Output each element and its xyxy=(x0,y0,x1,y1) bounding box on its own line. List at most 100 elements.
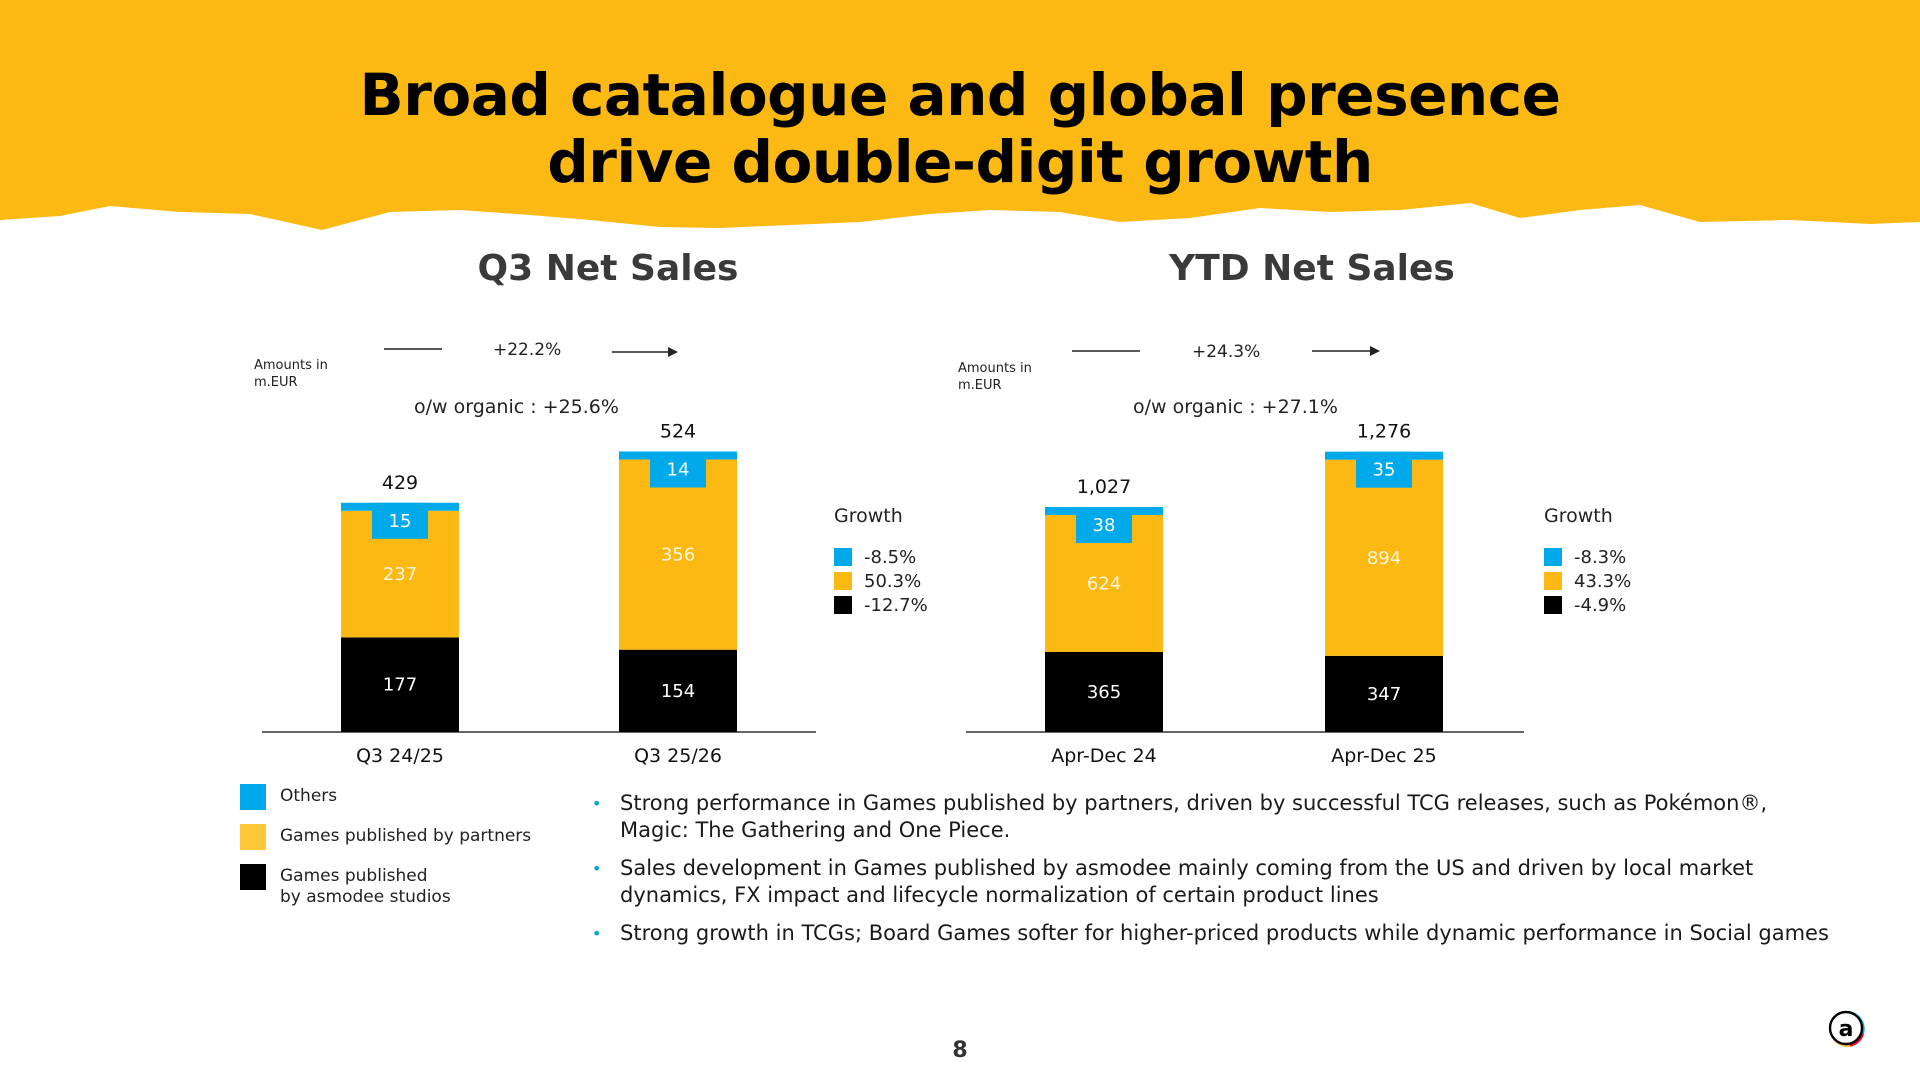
bullet-marker: • xyxy=(592,859,602,878)
ytd-chart-title: YTD Net Sales xyxy=(1169,248,1455,289)
bar-segment-studios xyxy=(341,637,459,732)
studios-swatch xyxy=(1544,596,1562,614)
data-label-partners: 894 xyxy=(1367,548,1401,569)
q3-growth-arrow xyxy=(384,347,678,357)
x-tick-label: Q3 25/26 xyxy=(634,745,722,767)
data-label-studios: 177 xyxy=(383,675,417,696)
bullet-text: Strong performance in Games published by… xyxy=(620,791,1768,842)
data-label-partners: 624 xyxy=(1087,573,1121,594)
ytd-growth-legend-others: -8.3% xyxy=(1544,545,1631,569)
bar-segment-partners xyxy=(1325,459,1443,656)
data-label-others: 15 xyxy=(389,511,412,532)
series-legend-others: Others xyxy=(240,784,531,810)
bar-segment-studios xyxy=(1045,651,1163,732)
data-label-partners: 237 xyxy=(383,564,417,585)
bar-total-label: 524 xyxy=(660,420,696,442)
x-tick-label: Q3 24/25 xyxy=(356,745,444,767)
partners-swatch xyxy=(1544,572,1562,590)
data-label-partners: 356 xyxy=(661,545,695,566)
header-band-shape xyxy=(0,0,1920,230)
others-swatch xyxy=(834,548,852,566)
ytd-growth-legend-title: Growth xyxy=(1544,505,1613,527)
q3-growth-legend-others: -8.5% xyxy=(834,545,928,569)
q3-growth-legend-partners: 50.3% xyxy=(834,569,928,593)
svg-text:a: a xyxy=(1839,1017,1854,1042)
bar-segment-studios xyxy=(1325,655,1443,732)
partners-legend-swatch xyxy=(240,824,266,850)
ytd-amounts-note: Amounts in m.EUR xyxy=(958,360,1032,394)
q3-growth-legend-studios: -12.7% xyxy=(834,593,928,617)
studios-legend-swatch xyxy=(240,864,266,890)
q3-growth-legend-title: Growth xyxy=(834,505,903,527)
q3-net-sales-chart: 177 237 15 429 Q3 24/25 154 356 14 524 Q3 25/26 xyxy=(262,420,816,767)
q3-amounts-note-line2: m.EUR xyxy=(254,375,298,390)
q3-chart-title: Q3 Net Sales xyxy=(477,248,739,289)
q3-growth-annotation: +22.2% xyxy=(493,340,562,360)
ytd-growth-legend-studios: -4.9% xyxy=(1544,593,1631,617)
x-tick-label: Apr-Dec 24 xyxy=(1051,745,1157,767)
series-legend-others-line1: Others xyxy=(280,786,338,806)
bar-total-label: 429 xyxy=(382,472,418,494)
bullet-marker: • xyxy=(592,924,602,943)
bar-segment-studios xyxy=(619,649,737,732)
ytd-growth-legend: Growth -8.3% 43.3% -4.9% xyxy=(1544,505,1631,617)
series-legend-studios-line2: by asmodee studios xyxy=(280,887,451,907)
bullet-item: • Strong growth in TCGs; Board Games sof… xyxy=(592,920,1842,947)
ytd-growth-annotation: +24.3% xyxy=(1192,342,1261,362)
bar-total-label: 1,276 xyxy=(1357,421,1411,443)
studios-swatch xyxy=(834,596,852,614)
q3-growth-studios-value: -12.7% xyxy=(864,594,928,616)
data-label-studios: 347 xyxy=(1367,684,1401,705)
bar-segment-partners xyxy=(619,459,737,650)
bar-label-box-others xyxy=(1076,506,1132,543)
bar-label-box-others xyxy=(650,451,706,488)
q3-growth-partners-value: 50.3% xyxy=(864,570,922,592)
data-label-studios: 154 xyxy=(661,681,695,702)
ytd-growth-arrow xyxy=(1072,346,1380,356)
ytd-growth-legend-partners: 43.3% xyxy=(1544,569,1631,593)
others-legend-swatch xyxy=(240,784,266,810)
ytd-amounts-note-line1: Amounts in xyxy=(958,361,1032,376)
slide-title-line2: drive double-digit growth xyxy=(547,128,1373,196)
page-number: 8 xyxy=(952,1038,968,1063)
slide-title-line1: Broad catalogue and global presence xyxy=(359,61,1561,129)
ytd-organic-annotation: o/w organic : +27.1% xyxy=(1133,396,1338,418)
ytd-growth-studios-value: -4.9% xyxy=(1574,594,1627,616)
data-label-others: 14 xyxy=(667,459,690,480)
slide-title: Broad catalogue and global presence driv… xyxy=(0,62,1920,196)
ytd-growth-partners-value: 43.3% xyxy=(1574,570,1632,592)
series-legend-partners: Games published by partners xyxy=(240,824,531,850)
series-legend-studios: Games published by asmodee studios xyxy=(240,864,531,908)
q3-organic-annotation: o/w organic : +25.6% xyxy=(414,396,619,418)
data-label-studios: 365 xyxy=(1087,682,1121,703)
q3-amounts-note-line1: Amounts in xyxy=(254,358,328,373)
bullet-text: Sales development in Games published by … xyxy=(620,856,1754,907)
bullet-text: Strong growth in TCGs; Board Games softe… xyxy=(620,921,1829,945)
series-legend-studios-line1: Games published xyxy=(280,866,428,886)
q3-growth-legend: Growth -8.5% 50.3% -12.7% xyxy=(834,505,928,617)
bullet-item: • Strong performance in Games published … xyxy=(592,790,1842,844)
asmodee-logo: a xyxy=(1828,1010,1865,1047)
bar-label-box-others xyxy=(372,502,428,539)
ytd-amounts-note-line2: m.EUR xyxy=(958,378,1002,393)
ytd-growth-others-value: -8.3% xyxy=(1574,546,1627,568)
q3-growth-others-value: -8.5% xyxy=(864,546,917,568)
others-swatch xyxy=(1544,548,1562,566)
ytd-net-sales-chart: 365 624 38 1,027 Apr-Dec 24 347 894 35 1,276 Apr-… xyxy=(966,421,1524,767)
series-legend-others-label: Others xyxy=(280,784,337,807)
commentary-bullets: • Strong performance in Games published … xyxy=(592,790,1842,958)
bullet-marker: • xyxy=(592,794,602,813)
partners-swatch xyxy=(834,572,852,590)
q3-amounts-note: Amounts in m.EUR xyxy=(254,357,328,391)
bar-total-label: 1,027 xyxy=(1077,476,1131,498)
bullet-item: • Sales development in Games published b… xyxy=(592,855,1842,909)
bar-label-box-others xyxy=(1356,451,1412,488)
series-legend-studios-label: Games published by asmodee studios xyxy=(280,864,451,908)
data-label-others: 38 xyxy=(1093,515,1116,536)
series-legend-partners-label: Games published by partners xyxy=(280,824,531,847)
x-tick-label: Apr-Dec 25 xyxy=(1331,745,1437,767)
header-band xyxy=(0,0,1920,230)
series-legend: Others Games published by partners Games… xyxy=(240,784,531,922)
data-label-others: 35 xyxy=(1373,460,1396,481)
series-legend-partners-line1: Games published by partners xyxy=(280,826,532,846)
